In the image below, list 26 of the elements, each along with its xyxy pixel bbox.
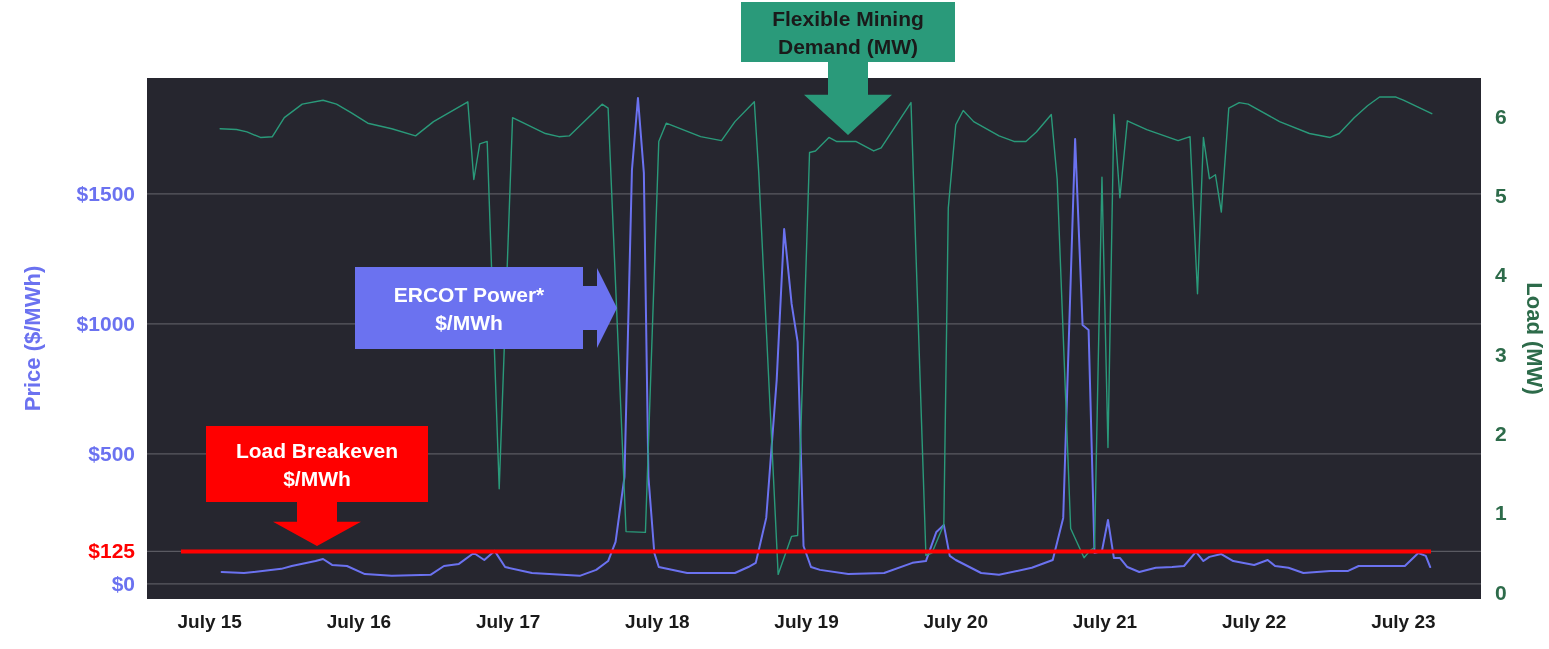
y2-tick-label: 2 xyxy=(1495,422,1507,446)
y-tick-label: $1500 xyxy=(76,181,135,205)
y2-axis-title: Load (MW) xyxy=(1522,282,1547,395)
x-tick-label: July 21 xyxy=(1072,611,1138,632)
annotation: ERCOT Power* $/MWh xyxy=(393,283,546,334)
y-tick-label: $1000 xyxy=(76,311,135,335)
x-tick-label: July 20 xyxy=(923,611,988,632)
y-tick-label: $0 xyxy=(111,571,135,595)
y-tick-label: $125 xyxy=(88,539,136,563)
y2-tick-label: 1 xyxy=(1495,501,1507,525)
y2-tick-label: 0 xyxy=(1495,580,1507,604)
y2-tick-label: 6 xyxy=(1495,104,1507,128)
y-tick-label: $500 xyxy=(88,441,135,465)
y2-tick-label: 5 xyxy=(1495,184,1507,208)
y-axis-title: Price ($/MWh) xyxy=(20,265,45,412)
x-tick-label: July 17 xyxy=(475,611,541,632)
x-tick-label: July 22 xyxy=(1221,611,1287,632)
text: Flexible Mining Demand (MW) xyxy=(772,7,924,58)
x-tick-label: July 18 xyxy=(625,611,690,632)
x-tick-label: July 23 xyxy=(1371,611,1436,632)
x-tick-label: July 19 xyxy=(774,611,839,632)
x-tick-label: July 15 xyxy=(177,611,243,632)
x-tick-label: July 16 xyxy=(326,611,392,632)
y2-tick-label: 3 xyxy=(1495,342,1507,366)
ref-line-label: Load Breakeven $/MWh xyxy=(235,439,399,490)
y2-tick-label: 4 xyxy=(1495,263,1507,287)
